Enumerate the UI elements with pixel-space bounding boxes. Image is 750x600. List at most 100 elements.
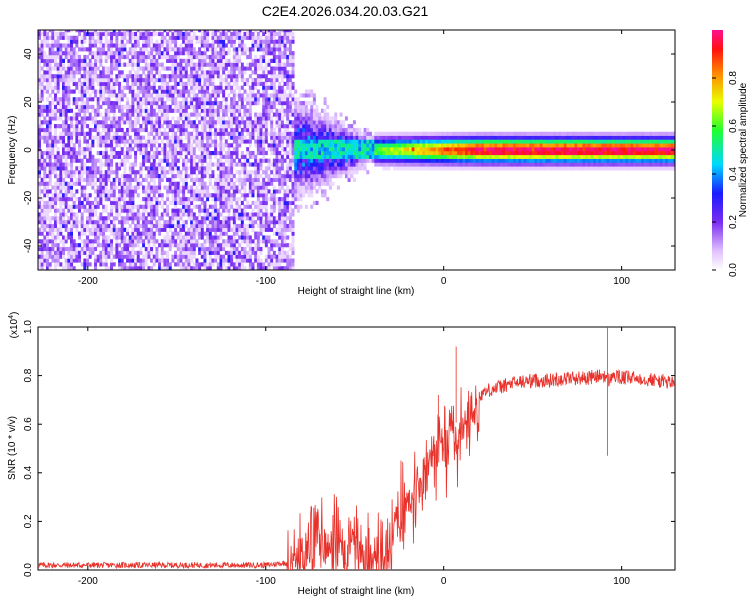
heatmap-cell xyxy=(283,131,287,136)
heatmap-cell xyxy=(46,174,49,179)
heatmap-cell xyxy=(142,208,146,213)
heatmap-cell xyxy=(208,143,212,148)
heatmap-cell xyxy=(211,239,215,244)
heatmap-cell xyxy=(275,93,279,98)
heatmap-cell xyxy=(243,170,247,175)
heatmap-cell xyxy=(272,220,276,225)
heatmap-cell xyxy=(224,204,228,209)
heatmap-cell xyxy=(270,170,274,175)
heatmap-cell xyxy=(179,108,183,113)
heatmap-cell xyxy=(216,223,220,229)
heatmap-cell xyxy=(38,158,41,163)
heatmap-cell xyxy=(152,235,156,240)
heatmap-cell xyxy=(198,204,202,209)
heatmap-cell xyxy=(214,97,218,102)
heatmap-cell xyxy=(230,124,234,129)
heatmap-cell xyxy=(227,200,231,206)
heatmap-cell xyxy=(94,62,98,67)
heatmap-cell xyxy=(96,35,100,40)
heatmap-cell xyxy=(179,143,183,148)
heatmap-cell xyxy=(243,223,247,229)
heatmap-cell xyxy=(152,154,156,159)
heatmap-cell xyxy=(88,93,92,98)
heatmap-cell xyxy=(262,189,266,194)
heatmap-cell xyxy=(190,246,194,252)
heatmap-cell xyxy=(118,220,122,225)
heatmap-cell xyxy=(211,143,215,148)
heatmap-cell xyxy=(83,120,87,125)
heatmap-cell xyxy=(168,235,172,240)
heatmap-cell xyxy=(264,135,268,140)
heatmap-cell xyxy=(275,116,279,121)
heatmap-cell xyxy=(96,54,100,60)
heatmap-cell xyxy=(88,116,92,121)
heatmap-cell xyxy=(230,239,234,244)
heatmap-cell xyxy=(152,78,156,83)
heatmap-cell xyxy=(182,200,186,206)
heatmap-cell xyxy=(102,30,106,33)
heatmap-cell xyxy=(283,135,287,140)
heatmap-cell xyxy=(102,150,106,156)
heatmap-cell xyxy=(275,200,279,206)
heatmap-cell xyxy=(256,43,260,48)
heatmap-cell xyxy=(43,108,47,113)
heatmap-cell xyxy=(275,54,279,60)
heatmap-cell xyxy=(104,127,108,133)
heatmap-cell xyxy=(275,62,279,67)
heatmap-cell xyxy=(232,116,236,121)
heatmap-cell xyxy=(323,193,327,198)
heatmap-cell xyxy=(80,177,84,182)
heatmap-cell xyxy=(86,246,90,252)
heatmap-cell xyxy=(331,124,335,129)
heatmap-cell xyxy=(40,43,44,48)
heatmap-cell xyxy=(158,177,162,182)
heatmap-cell xyxy=(208,239,212,244)
heatmap-cell xyxy=(256,116,260,121)
heatmap-cell xyxy=(166,177,170,182)
heatmap-cell xyxy=(283,62,287,67)
heatmap-cell xyxy=(200,89,204,94)
heatmap-cell xyxy=(56,74,60,79)
heatmap-cell xyxy=(99,139,103,144)
heatmap-cell xyxy=(107,246,111,252)
heatmap-cell xyxy=(307,162,311,167)
heatmap-cell xyxy=(40,246,44,252)
heatmap-cell xyxy=(142,212,146,217)
heatmap-cell xyxy=(59,51,63,56)
heatmap-cell xyxy=(43,131,47,136)
heatmap-cell xyxy=(38,227,41,232)
heatmap-cell xyxy=(102,208,106,213)
heatmap-cell xyxy=(38,74,41,79)
heatmap-cell xyxy=(152,85,156,90)
heatmap-cell xyxy=(38,162,41,167)
heatmap-cell xyxy=(88,170,92,175)
heatmap-cell xyxy=(88,85,92,90)
heatmap-cell xyxy=(227,124,231,129)
heatmap-cell xyxy=(230,43,234,48)
heatmap-cell xyxy=(227,181,231,186)
heatmap-cell xyxy=(48,200,52,206)
heatmap-cell xyxy=(46,246,49,252)
heatmap-cell xyxy=(72,150,76,156)
heatmap-cell xyxy=(110,181,114,186)
heatmap-cell xyxy=(120,150,124,156)
heatmap-cell xyxy=(110,35,114,40)
heatmap-cell xyxy=(70,181,73,186)
heatmap-cell xyxy=(56,197,60,202)
heatmap-cell xyxy=(67,39,71,44)
heatmap-cell xyxy=(120,104,124,110)
heatmap-cell xyxy=(115,74,119,79)
heatmap-cell xyxy=(299,150,303,156)
heatmap-cell xyxy=(190,135,194,140)
heatmap-cell xyxy=(270,120,274,125)
heatmap-cell xyxy=(134,150,138,156)
heatmap-cell xyxy=(174,62,178,67)
heatmap-cell xyxy=(286,227,290,232)
heatmap-cell xyxy=(62,74,65,79)
heatmap-cell xyxy=(251,35,255,40)
heatmap-cell xyxy=(54,197,57,202)
heatmap-cell xyxy=(48,266,52,270)
heatmap-cell xyxy=(168,120,172,125)
heatmap-cell xyxy=(264,120,268,125)
heatmap-cell xyxy=(94,212,98,217)
